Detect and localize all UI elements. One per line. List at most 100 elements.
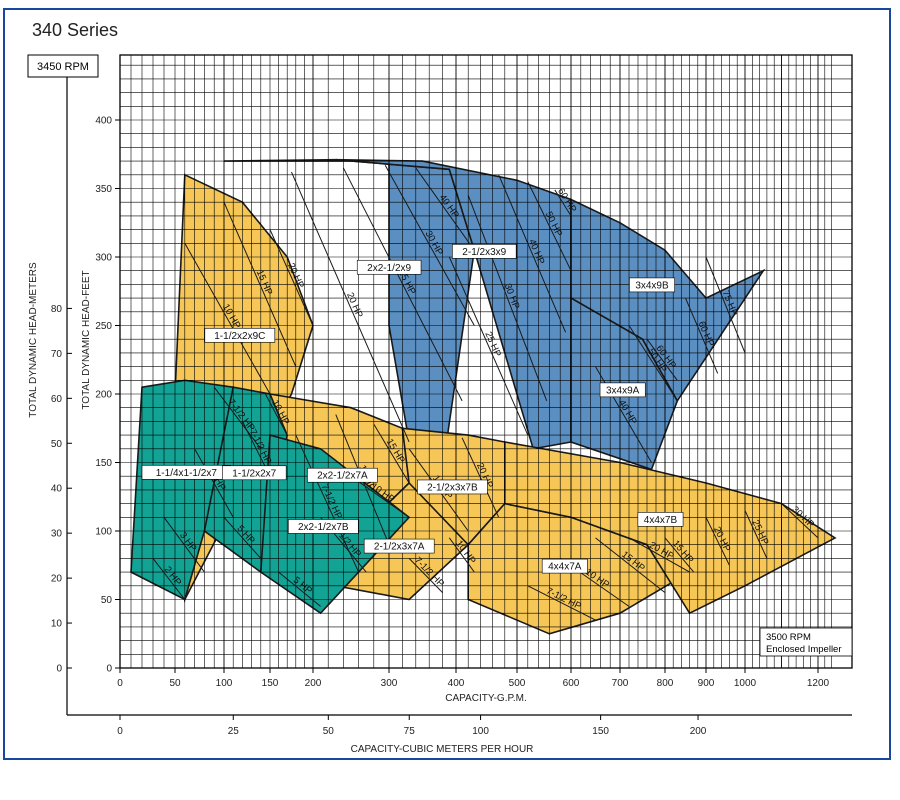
x-gpm-tick-1: 50 [169, 678, 181, 689]
x-m3h-tick-3: 75 [404, 726, 416, 737]
y-meters-tick-4: 40 [51, 484, 63, 495]
page-title: 340 Series [32, 20, 119, 40]
hp-line-8-2 [595, 537, 666, 594]
axes-layer: 0 50 100 150 200 300 400 500 600 700 800 900 1000 120… [51, 54, 853, 737]
hp-line-3-1 [628, 325, 678, 402]
hp-label-0-0: 20 HP [344, 291, 365, 320]
zone-label-box-8 [541, 558, 588, 574]
hp-line-8-0 [527, 585, 596, 621]
zone-label-2: 3x4x9B [635, 280, 669, 291]
hp-line-5-0 [295, 434, 360, 573]
hp-line-0-3 [415, 167, 475, 251]
plot-border [119, 54, 853, 669]
hp-line-10-1 [163, 517, 205, 573]
zone-label-box-9 [637, 512, 684, 527]
hp-line-3-2 [646, 338, 678, 381]
hp-line-1-1 [467, 195, 548, 402]
hp-line-8-3 [628, 537, 690, 573]
hp-line-5-2 [373, 423, 410, 484]
zone-label-box-5 [307, 467, 378, 483]
y-axis-label-meters: TOTAL DYNAMIC HEAD-METERS [28, 262, 39, 418]
x-gpm-tick-5: 300 [381, 678, 398, 689]
hp-line-1-2 [498, 174, 567, 333]
hp-line-1-3 [527, 181, 572, 271]
grid-layer [119, 55, 852, 669]
zone-label-0: 2x2-1/2x9 [367, 263, 411, 274]
rpm-box-frame [27, 54, 99, 78]
hp-line-11-2 [264, 393, 288, 436]
x-gpm-tick-3: 150 [262, 678, 279, 689]
zone-label-box-1 [452, 244, 517, 259]
impeller-note-line-1: 3500 RPM [766, 632, 811, 643]
hp-line-2-1 [685, 297, 719, 374]
impeller-note-frame [759, 627, 853, 657]
hp-line-4-2 [269, 229, 314, 326]
y-meters-tick-2: 20 [51, 574, 63, 585]
y-meters-tick-3: 30 [51, 529, 63, 540]
x-gpm-tick-8: 600 [563, 678, 580, 689]
hp-line-9-1 [705, 517, 730, 566]
zone-label-box-7 [363, 538, 435, 554]
y-meters-tick-6: 60 [51, 394, 63, 405]
x-gpm-tick-9: 700 [612, 678, 629, 689]
zone-labels-layer: 2x2-1/2x9 2-1/2x3x9 3x4x9B 3x4x9A 1-1/2x2x9C… [141, 244, 684, 574]
hp-line-6-1 [461, 437, 500, 518]
x-gpm-tick-4: 200 [305, 678, 322, 689]
x-gpm-tick-10: 800 [657, 678, 674, 689]
x-m3h-tick-1: 25 [228, 726, 240, 737]
hp-line-7-1 [448, 537, 475, 573]
zone-label-6: 2-1/2x3x7B [427, 482, 478, 493]
zone-label-box-3 [599, 382, 646, 398]
x-m3h-tick-2: 50 [323, 726, 335, 737]
hp-line-9-0 [664, 537, 695, 573]
y-feet-tick-2: 100 [95, 527, 112, 538]
zone-label-box-0 [356, 259, 422, 275]
hp-line-0-0 [291, 171, 410, 443]
rpm-label: 3450 RPM [37, 61, 89, 73]
hp-line-4-1 [223, 201, 297, 367]
zone-label-box-6 [417, 479, 488, 495]
x-m3h-tick-5: 150 [592, 726, 609, 737]
zone-label-11: 1-1/2x2x7 [232, 468, 276, 479]
x-gpm-tick-0: 0 [117, 678, 123, 689]
hp-line-12-2 [350, 475, 410, 518]
zone-label-1: 2-1/2x3x9 [462, 247, 506, 258]
zone-label-3: 3x4x9A [606, 385, 640, 396]
zone-label-box-11 [222, 465, 287, 481]
zone-label-8: 4x4x7A [548, 562, 582, 573]
x-gpm-tick-7: 500 [509, 678, 526, 689]
x-gpm-tick-6: 400 [448, 678, 465, 689]
rpm-box: 3450 RPM [27, 54, 99, 78]
zone-label-5: 2x2-1/2x7A [317, 471, 368, 482]
zone-label-box-4 [204, 327, 276, 343]
hp-line-1-0 [448, 256, 529, 436]
y-feet-tick-1: 50 [101, 595, 113, 606]
y-meters-tick-5: 50 [51, 439, 63, 450]
x-gpm-tick-2: 100 [216, 678, 233, 689]
y-feet-tick-8: 400 [95, 116, 112, 127]
y-feet-tick-4: 200 [95, 390, 112, 401]
hp-line-3-0 [595, 366, 652, 463]
hp-line-2-0 [705, 256, 746, 354]
x-axis-label-m3h: CAPACITY-CUBIC METERS PER HOUR [351, 744, 534, 755]
y-meters-tick-0: 0 [56, 664, 62, 675]
y-axis-label-feet: TOTAL DYNAMIC HEAD-FEET [81, 270, 92, 409]
y-meters-tick-1: 10 [51, 619, 63, 630]
x-gpm-tick-12: 1000 [734, 678, 757, 689]
hp-line-1-4 [554, 189, 572, 217]
y-feet-tick-6: 300 [95, 253, 112, 264]
x-m3h-tick-6: 200 [690, 726, 707, 737]
hp-line-4-0 [184, 243, 271, 395]
y-feet-tick-0: 0 [106, 664, 112, 675]
hp-line-10-2 [194, 448, 234, 518]
zone-label-4: 1-1/2x2x9C [214, 331, 265, 342]
hp-line-7-0 [408, 558, 443, 593]
hp-line-0-1 [342, 167, 463, 402]
impeller-note-line-2: Enclosed Impeller [766, 644, 842, 655]
hp-line-10-0 [152, 558, 186, 600]
y-meters-tick-8: 80 [51, 304, 63, 315]
chart-frame [3, 8, 891, 760]
impeller-note: 3500 RPM Enclosed Impeller [759, 627, 853, 657]
zone-label-12: 2x2-1/2x7B [298, 522, 349, 533]
